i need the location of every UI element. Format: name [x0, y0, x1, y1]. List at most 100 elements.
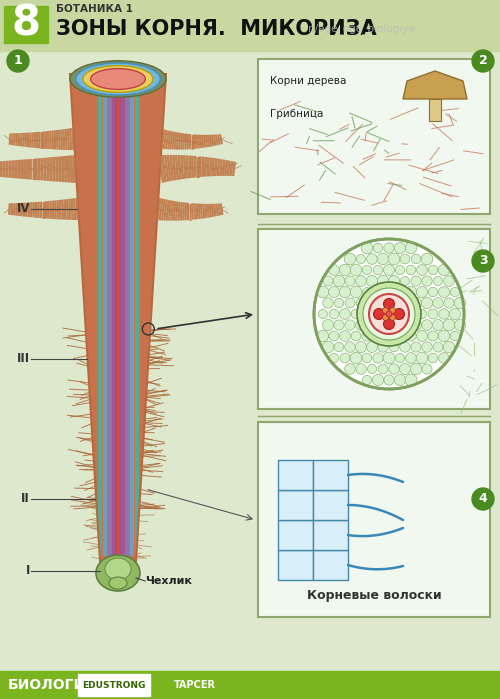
Circle shape — [361, 308, 373, 320]
Circle shape — [428, 353, 438, 363]
Circle shape — [422, 342, 432, 352]
Circle shape — [322, 319, 334, 331]
Circle shape — [390, 308, 396, 313]
Ellipse shape — [105, 558, 131, 580]
Circle shape — [400, 277, 409, 285]
Circle shape — [382, 315, 388, 321]
Circle shape — [383, 352, 395, 364]
Circle shape — [411, 342, 421, 352]
Circle shape — [388, 253, 400, 265]
Circle shape — [384, 298, 394, 310]
Circle shape — [329, 309, 339, 319]
Circle shape — [330, 354, 338, 363]
Circle shape — [432, 298, 444, 308]
Circle shape — [454, 297, 466, 309]
Bar — [0, 671, 500, 699]
Bar — [278, 460, 313, 490]
Polygon shape — [125, 79, 129, 556]
Bar — [313, 550, 348, 580]
Bar — [0, 0, 500, 51]
FancyBboxPatch shape — [258, 59, 490, 214]
Text: n/ege_oge_biologiya: n/ege_oge_biologiya — [308, 24, 415, 34]
Circle shape — [384, 375, 394, 385]
Circle shape — [362, 287, 372, 296]
Circle shape — [361, 242, 373, 254]
Circle shape — [378, 342, 388, 352]
Circle shape — [314, 239, 464, 389]
Circle shape — [378, 320, 388, 330]
Circle shape — [363, 288, 415, 340]
Bar — [278, 550, 313, 580]
Circle shape — [350, 352, 362, 364]
Text: 3: 3 — [478, 254, 488, 268]
Circle shape — [366, 275, 378, 287]
Circle shape — [410, 363, 422, 375]
Circle shape — [400, 320, 409, 330]
Circle shape — [374, 308, 384, 319]
Circle shape — [400, 342, 410, 352]
Circle shape — [323, 298, 333, 308]
Circle shape — [416, 331, 428, 342]
Text: IV: IV — [16, 203, 30, 215]
Circle shape — [396, 354, 404, 363]
Circle shape — [357, 282, 421, 346]
Circle shape — [405, 374, 417, 386]
Circle shape — [362, 266, 372, 275]
Circle shape — [356, 319, 366, 331]
Circle shape — [422, 297, 432, 309]
Text: Чехлик: Чехлик — [146, 576, 192, 586]
Bar — [278, 520, 313, 550]
Polygon shape — [120, 79, 124, 556]
Circle shape — [373, 353, 383, 363]
Circle shape — [410, 297, 422, 309]
Circle shape — [406, 352, 416, 363]
Circle shape — [328, 287, 340, 298]
Circle shape — [428, 287, 438, 296]
Circle shape — [394, 375, 406, 386]
Polygon shape — [403, 71, 467, 99]
Circle shape — [372, 308, 384, 320]
Ellipse shape — [96, 555, 140, 591]
Circle shape — [422, 276, 432, 286]
Circle shape — [334, 275, 344, 287]
Circle shape — [395, 287, 405, 297]
Circle shape — [350, 264, 362, 276]
Circle shape — [334, 298, 344, 308]
Circle shape — [395, 309, 405, 319]
Circle shape — [433, 342, 443, 352]
Circle shape — [428, 265, 438, 275]
Text: II: II — [21, 493, 30, 505]
Text: БОТАНИКА 1: БОТАНИКА 1 — [56, 4, 133, 14]
Circle shape — [378, 364, 388, 374]
Bar — [313, 520, 348, 550]
Circle shape — [443, 319, 455, 331]
Circle shape — [428, 331, 438, 341]
Circle shape — [416, 265, 428, 275]
Circle shape — [394, 243, 406, 254]
Bar — [313, 460, 348, 490]
Circle shape — [410, 319, 422, 331]
Circle shape — [362, 375, 372, 384]
Bar — [278, 490, 313, 520]
Circle shape — [388, 275, 400, 287]
Polygon shape — [70, 74, 166, 561]
Circle shape — [418, 309, 426, 319]
Circle shape — [356, 341, 366, 352]
Circle shape — [389, 343, 399, 352]
Circle shape — [386, 311, 392, 317]
Circle shape — [405, 308, 417, 319]
Text: III: III — [17, 352, 30, 366]
Text: 4: 4 — [478, 493, 488, 505]
Circle shape — [390, 315, 396, 321]
Circle shape — [416, 352, 428, 364]
Circle shape — [373, 331, 383, 341]
Bar — [4, 6, 48, 43]
Circle shape — [450, 287, 460, 296]
Circle shape — [384, 287, 394, 297]
Circle shape — [362, 331, 372, 341]
Bar — [313, 490, 348, 520]
Circle shape — [389, 298, 399, 308]
Circle shape — [383, 308, 395, 319]
Circle shape — [334, 320, 344, 330]
Circle shape — [329, 331, 339, 341]
